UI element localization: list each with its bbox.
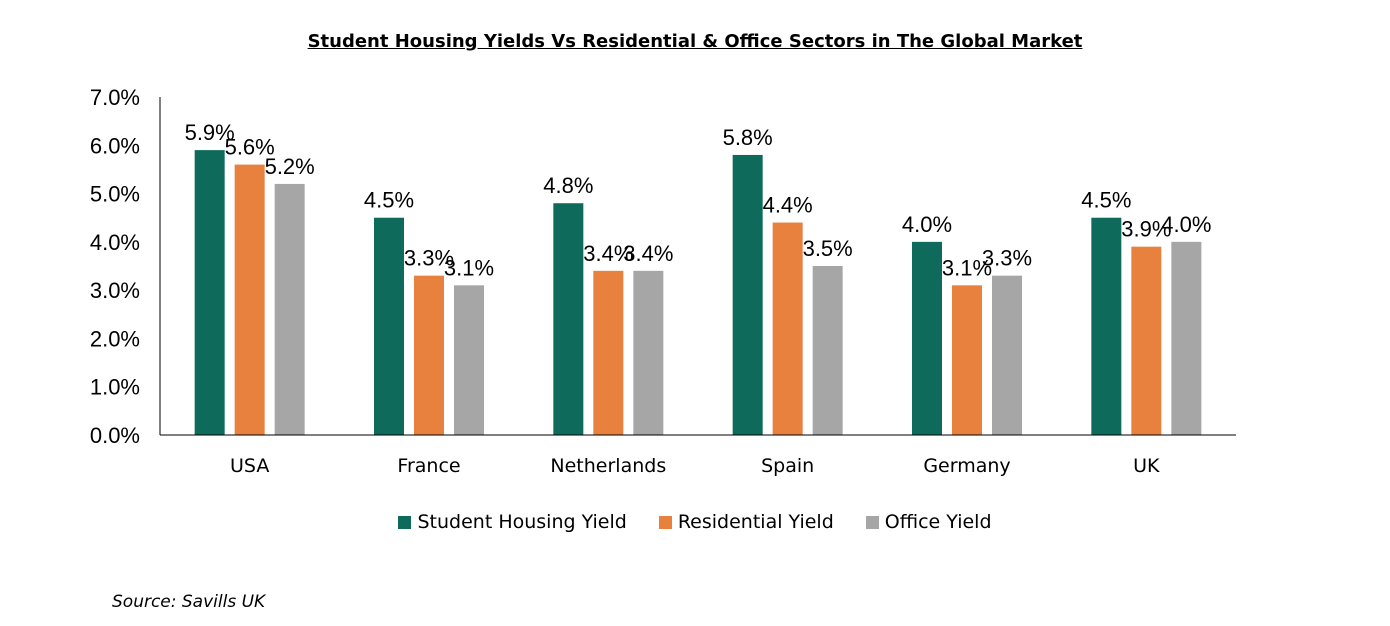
x-tick-label: USA bbox=[230, 455, 269, 477]
y-tick-label: 2.0% bbox=[90, 326, 140, 351]
legend-swatch-residential bbox=[658, 515, 672, 529]
bar bbox=[194, 150, 225, 435]
bars bbox=[194, 150, 1202, 435]
bar-value-label: 3.1% bbox=[942, 255, 992, 280]
bar-value-label: 3.9% bbox=[1121, 217, 1171, 242]
chart-title: Student Housing Yields Vs Residential & … bbox=[307, 31, 1083, 52]
y-tick-label: 5.0% bbox=[90, 182, 140, 207]
bar-value-label: 4.8% bbox=[543, 173, 593, 198]
y-tick-label: 6.0% bbox=[90, 133, 140, 158]
bar-value-label: 4.0% bbox=[1161, 212, 1211, 237]
bar-value-label: 3.4% bbox=[623, 241, 673, 266]
bar-chart: 0.0% 1.0% 2.0% 3.0% 4.0% 5.0% 6.0% 7.0% 5.9%5.6… bbox=[90, 85, 1236, 477]
legend-label-student-housing: Student Housing Yield bbox=[417, 511, 627, 533]
bar bbox=[912, 241, 942, 435]
x-tick-label: France bbox=[397, 455, 460, 477]
y-tick-label: 7.0% bbox=[90, 85, 140, 110]
x-tick-label: Spain bbox=[761, 455, 814, 477]
bar-value-label: 3.4% bbox=[583, 241, 633, 266]
bar-value-label: 3.3% bbox=[982, 246, 1032, 271]
bar bbox=[772, 222, 803, 435]
legend-label-office: Office Yield bbox=[884, 511, 992, 533]
bar bbox=[374, 217, 404, 435]
bar bbox=[274, 183, 305, 435]
bar bbox=[414, 275, 444, 435]
bar bbox=[633, 270, 664, 435]
legend-item-residential: Residential Yield bbox=[658, 511, 834, 533]
bar-value-label: 4.5% bbox=[1081, 188, 1131, 213]
bar-value-label: 5.8% bbox=[723, 125, 773, 150]
bar-value-label: 3.5% bbox=[803, 236, 853, 261]
bar-value-label: 4.0% bbox=[902, 212, 952, 237]
bar bbox=[732, 154, 763, 435]
source-note: Source: Savills UK bbox=[112, 592, 266, 612]
y-axis-ticks: 0.0% 1.0% 2.0% 3.0% 4.0% 5.0% 6.0% 7.0% bbox=[90, 85, 140, 448]
y-tick-label: 3.0% bbox=[90, 278, 140, 303]
bar-value-label: 4.4% bbox=[763, 193, 813, 218]
bar bbox=[1091, 217, 1122, 435]
bar bbox=[1131, 246, 1162, 435]
bar bbox=[952, 285, 982, 435]
bar bbox=[593, 270, 624, 435]
y-tick-label: 1.0% bbox=[90, 375, 140, 400]
legend: Student Housing Yield Residential Yield … bbox=[0, 511, 1390, 533]
x-tick-label: Germany bbox=[923, 455, 1010, 477]
bar bbox=[553, 203, 584, 435]
y-tick-label: 0.0% bbox=[90, 423, 140, 448]
bar-value-label: 5.2% bbox=[265, 154, 315, 179]
y-tick-label: 4.0% bbox=[90, 230, 140, 255]
bar-value-labels: 5.9%5.6%5.2%4.5%3.3%3.1%4.8%3.4%3.4%5.8%… bbox=[185, 120, 1212, 280]
legend-label-residential: Residential Yield bbox=[677, 511, 834, 533]
bar-value-label: 5.6% bbox=[225, 135, 275, 160]
legend-swatch-student-housing bbox=[398, 515, 412, 529]
bar bbox=[1171, 241, 1202, 435]
bar bbox=[234, 164, 265, 435]
bar-value-label: 5.9% bbox=[185, 120, 235, 145]
x-tick-label: UK bbox=[1133, 455, 1160, 477]
legend-item-student-housing: Student Housing Yield bbox=[398, 511, 627, 533]
bar bbox=[812, 266, 843, 435]
legend-swatch-office bbox=[865, 515, 879, 529]
bar bbox=[454, 285, 484, 435]
x-axis-ticks: USA France Netherlands Spain Germany UK bbox=[230, 455, 1160, 477]
bar-value-label: 4.5% bbox=[364, 188, 414, 213]
bar-value-label: 3.1% bbox=[444, 255, 494, 280]
bar bbox=[992, 275, 1022, 435]
x-tick-label: Netherlands bbox=[550, 455, 666, 477]
legend-item-office: Office Yield bbox=[865, 511, 992, 533]
bar-value-label: 3.3% bbox=[404, 246, 454, 271]
